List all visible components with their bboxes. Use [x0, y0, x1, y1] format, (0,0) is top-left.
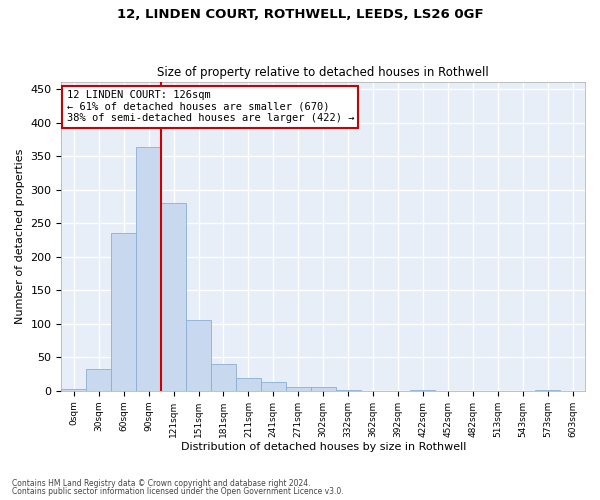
Bar	[311, 388, 335, 391]
Bar	[136, 148, 161, 391]
Text: Contains HM Land Registry data © Crown copyright and database right 2024.: Contains HM Land Registry data © Crown c…	[12, 478, 311, 488]
Text: 12 LINDEN COURT: 126sqm
← 61% of detached houses are smaller (670)
38% of semi-d: 12 LINDEN COURT: 126sqm ← 61% of detache…	[67, 90, 354, 124]
Bar	[535, 390, 560, 391]
Bar	[111, 234, 136, 391]
Y-axis label: Number of detached properties: Number of detached properties	[15, 149, 25, 324]
Bar	[261, 382, 286, 391]
X-axis label: Distribution of detached houses by size in Rothwell: Distribution of detached houses by size …	[181, 442, 466, 452]
Bar	[186, 320, 211, 391]
Bar	[335, 390, 361, 391]
Title: Size of property relative to detached houses in Rothwell: Size of property relative to detached ho…	[157, 66, 489, 78]
Bar	[286, 387, 311, 391]
Bar	[161, 203, 186, 391]
Text: Contains public sector information licensed under the Open Government Licence v3: Contains public sector information licen…	[12, 487, 344, 496]
Bar	[61, 389, 86, 391]
Bar	[236, 378, 261, 391]
Bar	[86, 370, 111, 391]
Bar	[410, 390, 436, 391]
Bar	[211, 364, 236, 391]
Text: 12, LINDEN COURT, ROTHWELL, LEEDS, LS26 0GF: 12, LINDEN COURT, ROTHWELL, LEEDS, LS26 …	[116, 8, 484, 20]
